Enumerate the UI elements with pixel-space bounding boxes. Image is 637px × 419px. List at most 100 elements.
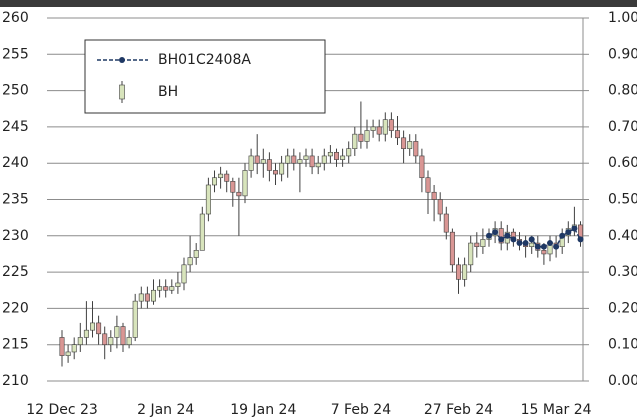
y-tick-label: 210	[2, 373, 29, 389]
series-point	[510, 236, 517, 243]
x-tick-label: 27 Feb 24	[424, 402, 493, 418]
legend-candle	[119, 84, 125, 100]
candle-body	[462, 264, 468, 280]
series-line	[488, 227, 582, 248]
candle-body	[376, 126, 382, 135]
candle-body	[327, 152, 333, 157]
candle-body	[132, 300, 138, 338]
candle-body	[297, 159, 303, 164]
y2-tick-label: 0.10	[608, 337, 637, 353]
candle-body	[358, 133, 364, 142]
candle-body	[529, 242, 535, 247]
candle-body	[352, 133, 358, 149]
x-tick-label: 12 Dec 23	[26, 402, 98, 418]
candle-body	[96, 322, 102, 335]
y-tick-label: 250	[2, 83, 29, 99]
series-point	[528, 236, 535, 243]
candle-body	[248, 155, 254, 171]
candle-body	[303, 155, 309, 160]
legend-box	[84, 39, 326, 114]
candle-body	[236, 191, 242, 197]
candle-body	[126, 337, 132, 346]
candle-body	[401, 137, 407, 149]
candle-body	[413, 141, 419, 157]
candle-body	[138, 293, 144, 302]
y-tick-label: 240	[2, 155, 29, 171]
candle-body	[437, 199, 443, 215]
x-tick-label: 7 Feb 24	[331, 402, 392, 418]
candle-body	[218, 173, 224, 179]
y-tick-label: 225	[2, 264, 29, 280]
candle-body	[468, 242, 474, 266]
legend-label: BH01C2408A	[158, 52, 251, 68]
y-tick-label: 220	[2, 300, 29, 316]
series-point	[540, 243, 547, 250]
candle-body	[151, 289, 157, 302]
series-point	[571, 225, 578, 232]
series-point	[498, 236, 505, 243]
series-point	[522, 240, 529, 247]
candle-body	[71, 344, 77, 353]
y2-tick-label: 0.40	[608, 228, 637, 244]
candle-body	[90, 322, 96, 331]
candle-body	[193, 250, 199, 258]
series-point	[534, 243, 541, 250]
y2-tick-label: 0.20	[608, 300, 637, 316]
candle-body	[224, 173, 230, 182]
x-tick-label: 19 Jan 24	[230, 402, 296, 418]
candle-body	[199, 213, 205, 251]
candle-body	[260, 159, 266, 164]
candle-body	[449, 231, 455, 266]
candle-body	[285, 155, 291, 164]
candle-body	[230, 181, 236, 193]
series-point	[577, 236, 584, 243]
candle-body	[102, 333, 108, 345]
candle-body	[205, 184, 211, 215]
candle-body	[212, 177, 218, 186]
candle-body	[163, 286, 169, 291]
legend-label: BH	[158, 84, 178, 100]
series-point	[553, 243, 560, 250]
candle-body	[394, 130, 400, 139]
candle-body	[108, 337, 114, 346]
candle-body	[181, 264, 187, 284]
y2-tick-label: 0.30	[608, 264, 637, 280]
candle-body	[279, 162, 285, 175]
candle-body	[59, 337, 65, 356]
x-tick-label: 2 Jan 24	[137, 402, 194, 418]
y2-tick-label: 0.50	[608, 192, 637, 208]
candle-body	[382, 119, 388, 135]
y-tick-label: 260	[2, 10, 29, 26]
candle-body	[144, 293, 150, 302]
y2-tick-label: 0.60	[608, 155, 637, 171]
x-tick-label: 15 Mar 24	[521, 402, 592, 418]
candle-body	[474, 242, 480, 247]
candle-body	[169, 286, 175, 291]
candle-body	[254, 155, 260, 164]
y-tick-label: 245	[2, 119, 29, 135]
y-tick-label: 255	[2, 46, 29, 62]
series-point	[492, 229, 499, 236]
candle-body	[346, 148, 352, 157]
y2-tick-label: 0.80	[608, 83, 637, 99]
candle-body	[291, 155, 297, 164]
y-tick-label: 215	[2, 337, 29, 353]
y2-tick-label: 0.70	[608, 119, 637, 135]
candle-body	[114, 326, 120, 338]
candle-body	[83, 329, 89, 338]
candle-body	[309, 155, 315, 168]
candle-body	[157, 286, 163, 291]
candle-body	[272, 170, 278, 175]
candle-body	[65, 351, 71, 356]
top-bar	[0, 0, 637, 7]
candle-body	[541, 250, 547, 255]
y2-tick-label: 0.00	[608, 373, 637, 389]
candle-body	[443, 213, 449, 233]
candle-body	[388, 119, 394, 131]
candle-body	[480, 239, 486, 247]
candle-body	[340, 155, 346, 160]
legend: BH01C2408A BH	[84, 39, 326, 114]
candle-body	[321, 155, 327, 164]
candle-body	[242, 170, 248, 197]
